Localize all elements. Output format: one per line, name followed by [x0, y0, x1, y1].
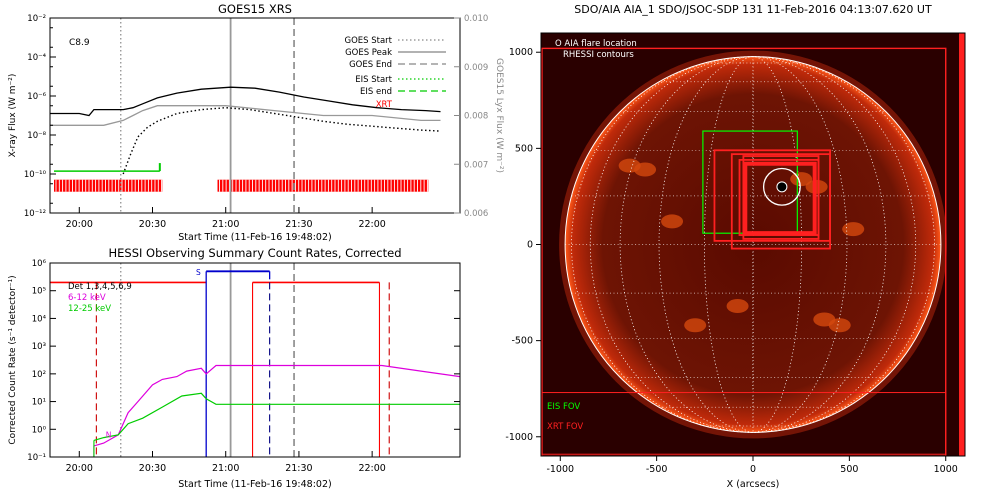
xrt-interval-bar — [54, 179, 163, 192]
hessi-xtick-label: 21:30 — [285, 463, 312, 474]
hessi-ytick-label: 10⁰ — [32, 425, 47, 435]
hessi-title: HESSI Observing Summary Count Rates, Cor… — [108, 246, 401, 260]
goes-ytick-label: 10⁻² — [27, 14, 46, 24]
aia-ytick-label: 0 — [527, 240, 533, 251]
goes-title: GOES15 XRS — [218, 2, 292, 16]
hessi-plot-frame — [49, 262, 461, 458]
goes-series-Lyman-alpha — [50, 105, 441, 126]
goes-y2tick-label: 0.008 — [464, 112, 488, 122]
aia-ytick-label: 1000 — [509, 47, 533, 58]
goes-legend-label: EIS end — [360, 87, 392, 97]
active-region — [684, 318, 707, 333]
xrt-fov-box — [742, 155, 820, 240]
aia-ytick-label: -500 — [511, 336, 533, 347]
active-region — [828, 318, 851, 333]
goes-panel: GOES15 XRS 10⁻¹² 10⁻¹⁰ 10⁻⁸ 10⁻⁶ 10⁻⁴ 10⁻² 0.00… — [8, 2, 504, 243]
hessi-ytick-label: 10¹ — [32, 398, 46, 408]
hessi-marker-n: N — [106, 431, 112, 440]
goes-y2tick-label: 0.009 — [464, 63, 488, 73]
flare-circle — [762, 167, 801, 206]
goes-ytick-label: 10⁻⁶ — [27, 92, 46, 102]
goes-legend-label: GOES Start — [344, 36, 392, 46]
goes-xtick-label: 20:30 — [139, 219, 166, 230]
goes-ytick-label: 10⁻¹⁰ — [24, 170, 47, 180]
aia-xtick-label: 1000 — [934, 464, 958, 475]
goes-y2tick-label: 0.006 — [464, 209, 488, 219]
sun-disk — [565, 56, 941, 433]
aia-legend-rhessi: RHESSI contours — [563, 50, 634, 60]
hessi-marker-s: S — [196, 268, 201, 277]
aia-ytick-label: 500 — [515, 143, 533, 154]
hessi-ytick-label: 10⁻¹ — [27, 453, 46, 463]
goes-xtick-label: 21:00 — [212, 219, 239, 230]
hessi-xtick-label: 22:00 — [358, 463, 385, 474]
hessi-legend-label: 6-12 keV — [68, 293, 106, 303]
hessi-xtick-label: 21:00 — [212, 463, 239, 474]
goes-xtick-label: 20:00 — [66, 219, 93, 230]
aia-ytick-label: -1000 — [505, 432, 533, 443]
goes-ytick-label: 10⁻⁴ — [27, 53, 46, 63]
aia-title: SDO/AIA AIA_1 SDO/JSOC-SDP 131 11-Feb-20… — [574, 3, 932, 16]
hessi-panel: HESSI Observing Summary Count Rates, Cor… — [8, 246, 461, 490]
goes-legend-label: XRT — [376, 100, 393, 110]
longitude-line — [571, 56, 935, 433]
active-region — [726, 299, 749, 314]
xrt-large-fov-box — [541, 47, 947, 456]
xrt-interval-bar — [217, 179, 429, 192]
hessi-series-6-12-keV — [93, 364, 461, 447]
hessi-ytick-label: 10⁴ — [32, 314, 47, 324]
hessi-ylabel: Corrected Count Rate (s⁻¹ detector⁻¹) — [8, 275, 18, 444]
rhessi-contour — [776, 181, 788, 193]
aia-xlabel: X (arcsecs) — [727, 479, 780, 490]
goes-legend-label: EIS Start — [355, 75, 392, 85]
hessi-xlabel: Start Time (11-Feb-16 19:48:02) — [178, 479, 331, 490]
aia-xtick-label: 500 — [840, 464, 858, 475]
aia-map-image — [541, 33, 965, 456]
longitude-line — [619, 56, 887, 433]
goes-ytick-label: 10⁻¹² — [24, 209, 46, 219]
xrt-lower-fov-box — [541, 392, 947, 455]
goes-xtick-label: 22:00 — [358, 219, 385, 230]
goes-ylabel: X-ray Flux (W m⁻²) — [8, 74, 18, 158]
aia-legend-flare: O AIA flare location — [555, 39, 637, 49]
xrt-fov-box — [743, 161, 817, 236]
aia-xtick-label: -1000 — [546, 464, 574, 475]
hessi-legend-label: 12-25 keV — [68, 304, 111, 314]
hessi-xtick-label: 20:30 — [139, 463, 166, 474]
active-region — [842, 222, 865, 237]
hessi-xtick-label: 20:00 — [66, 463, 93, 474]
goes-xtick-label: 21:30 — [285, 219, 312, 230]
goes-legend-label: GOES End — [349, 60, 392, 70]
goes-y2label: GOES15 Lyx Flux (W m⁻²) — [494, 58, 504, 173]
hessi-legend-label: Det 1,3,4,5,6,9 — [68, 282, 132, 292]
goes-flare-class: C8.9 — [69, 38, 90, 48]
xrt-edge-band — [959, 33, 965, 456]
aia-legend-eis: EIS FOV — [547, 402, 580, 412]
aia-panel: SDO/AIA AIA_1 SDO/JSOC-SDP 131 11-Feb-20… — [505, 3, 966, 490]
aia-xtick-label: 0 — [750, 464, 756, 475]
solar-limb — [564, 56, 942, 433]
hessi-ytick-label: 10⁵ — [32, 287, 46, 297]
active-region — [634, 162, 657, 177]
aia-xtick-label: -500 — [646, 464, 668, 475]
longitude-line — [704, 56, 802, 433]
goes-ytick-label: 10⁻⁸ — [27, 131, 46, 141]
hessi-ytick-label: 10⁶ — [32, 259, 47, 269]
active-region — [661, 214, 684, 229]
goes-series-short — [122, 106, 441, 175]
hessi-ytick-label: 10² — [32, 370, 46, 380]
goes-legend-label: GOES Peak — [345, 48, 392, 58]
goes-xlabel: Start Time (11-Feb-16 19:48:02) — [178, 232, 331, 243]
goes-series-long — [50, 86, 441, 117]
goes-y2tick-label: 0.010 — [464, 14, 488, 24]
goes-y2tick-label: 0.007 — [464, 160, 488, 170]
aia-legend-xrt: XRT FOV — [547, 422, 583, 432]
hessi-series-12-25-keV — [93, 392, 460, 441]
xrt-fov-box — [730, 153, 831, 250]
hessi-ytick-label: 10³ — [32, 342, 46, 352]
